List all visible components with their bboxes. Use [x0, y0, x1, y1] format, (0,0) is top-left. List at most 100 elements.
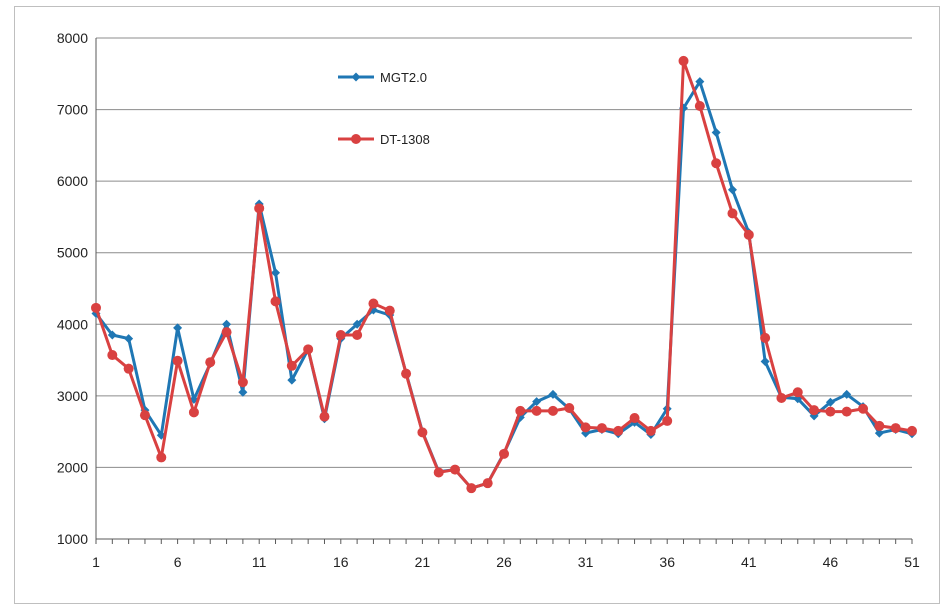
data-point: [368, 298, 379, 309]
data-point: [695, 77, 705, 87]
data-point: [662, 415, 673, 426]
series-DT-1308: [91, 55, 917, 494]
x-tick-label: 1: [92, 554, 100, 570]
data-point: [842, 389, 852, 399]
data-point: [335, 330, 346, 341]
data-point: [172, 355, 183, 366]
x-tick-label: 51: [904, 554, 920, 570]
x-tick-label: 31: [578, 554, 594, 570]
data-point: [156, 452, 167, 463]
y-axis-ticks: 1000 2000 3000 4000 5000 6000 7000 8000: [57, 30, 88, 547]
data-point: [222, 319, 232, 329]
x-tick-label: 26: [496, 554, 512, 570]
data-point: [532, 397, 542, 407]
y-tick-label: 8000: [57, 30, 88, 46]
data-point: [596, 423, 607, 434]
data-point: [384, 305, 395, 316]
data-point: [205, 357, 216, 368]
data-point: [841, 406, 852, 417]
data-point: [776, 393, 787, 404]
data-point: [564, 403, 575, 414]
data-point: [825, 406, 836, 417]
chart-frame: [14, 6, 940, 604]
legend: MGT2.0 DT-1308: [338, 70, 430, 147]
data-point: [760, 332, 771, 343]
data-point: [450, 464, 461, 475]
y-tick-label: 4000: [57, 316, 88, 332]
data-point: [825, 397, 835, 407]
series-layer: [91, 55, 917, 494]
y-tick-label: 1000: [57, 531, 88, 547]
data-point: [271, 268, 281, 278]
legend-marker: [351, 72, 361, 82]
data-point: [907, 425, 917, 436]
data-point: [760, 357, 770, 367]
data-point: [352, 330, 363, 341]
legend-entry: MGT2.0: [338, 70, 427, 85]
series-line-MGT2.0: [94, 80, 913, 490]
legend-label: MGT2.0: [380, 70, 427, 85]
gridlines: [96, 37, 912, 468]
y-tick-label: 7000: [57, 102, 88, 118]
data-point: [547, 405, 558, 416]
data-point: [433, 467, 444, 478]
data-point: [286, 360, 297, 371]
data-point: [499, 448, 509, 459]
x-tick-label: 46: [823, 554, 839, 570]
data-point: [711, 158, 722, 169]
data-point: [124, 334, 134, 344]
data-point: [531, 405, 542, 416]
y-tick-label: 5000: [57, 245, 88, 261]
data-point: [645, 425, 656, 436]
data-point: [890, 423, 901, 434]
axes: [95, 38, 913, 544]
data-point: [727, 208, 738, 219]
data-point: [727, 185, 737, 195]
data-point: [107, 330, 117, 340]
data-point: [221, 327, 232, 338]
data-point: [548, 389, 558, 399]
data-point: [482, 478, 493, 489]
x-tick-label: 36: [659, 554, 675, 570]
data-point: [629, 413, 640, 424]
data-point: [874, 428, 884, 438]
data-point: [580, 422, 591, 433]
data-point: [123, 363, 134, 374]
data-point: [91, 302, 101, 313]
y-tick-label: 6000: [57, 173, 88, 189]
legend-marker: [351, 134, 361, 144]
data-point: [515, 405, 526, 416]
data-point: [352, 319, 362, 329]
legend-label: DT-1308: [380, 132, 430, 147]
data-point: [858, 403, 869, 414]
y-tick-label: 2000: [57, 459, 88, 475]
data-point: [792, 387, 803, 398]
data-point: [254, 203, 265, 214]
data-point: [417, 427, 428, 438]
data-point: [270, 296, 281, 307]
x-tick-label: 21: [415, 554, 431, 570]
x-tick-label: 6: [174, 554, 182, 570]
x-axis-ticks: 1 6 11 16 21 26 31 36 41 46 51: [92, 554, 920, 570]
data-point: [613, 425, 624, 436]
data-point: [188, 407, 199, 418]
data-point: [466, 483, 477, 494]
data-point: [809, 405, 820, 416]
data-point: [319, 411, 330, 422]
data-point: [401, 368, 412, 379]
x-tick-label: 16: [333, 554, 349, 570]
data-point: [238, 387, 248, 397]
data-point: [173, 323, 183, 333]
data-point: [237, 377, 248, 388]
data-point: [711, 127, 721, 137]
x-tick-label: 41: [741, 554, 757, 570]
series-line-DT-1308: [94, 59, 913, 490]
data-point: [303, 344, 314, 355]
data-point: [694, 100, 705, 111]
legend-entry: DT-1308: [338, 132, 430, 147]
x-tick-label: 11: [252, 554, 267, 570]
data-point: [743, 229, 754, 240]
data-point: [139, 410, 150, 421]
data-point: [874, 420, 885, 431]
